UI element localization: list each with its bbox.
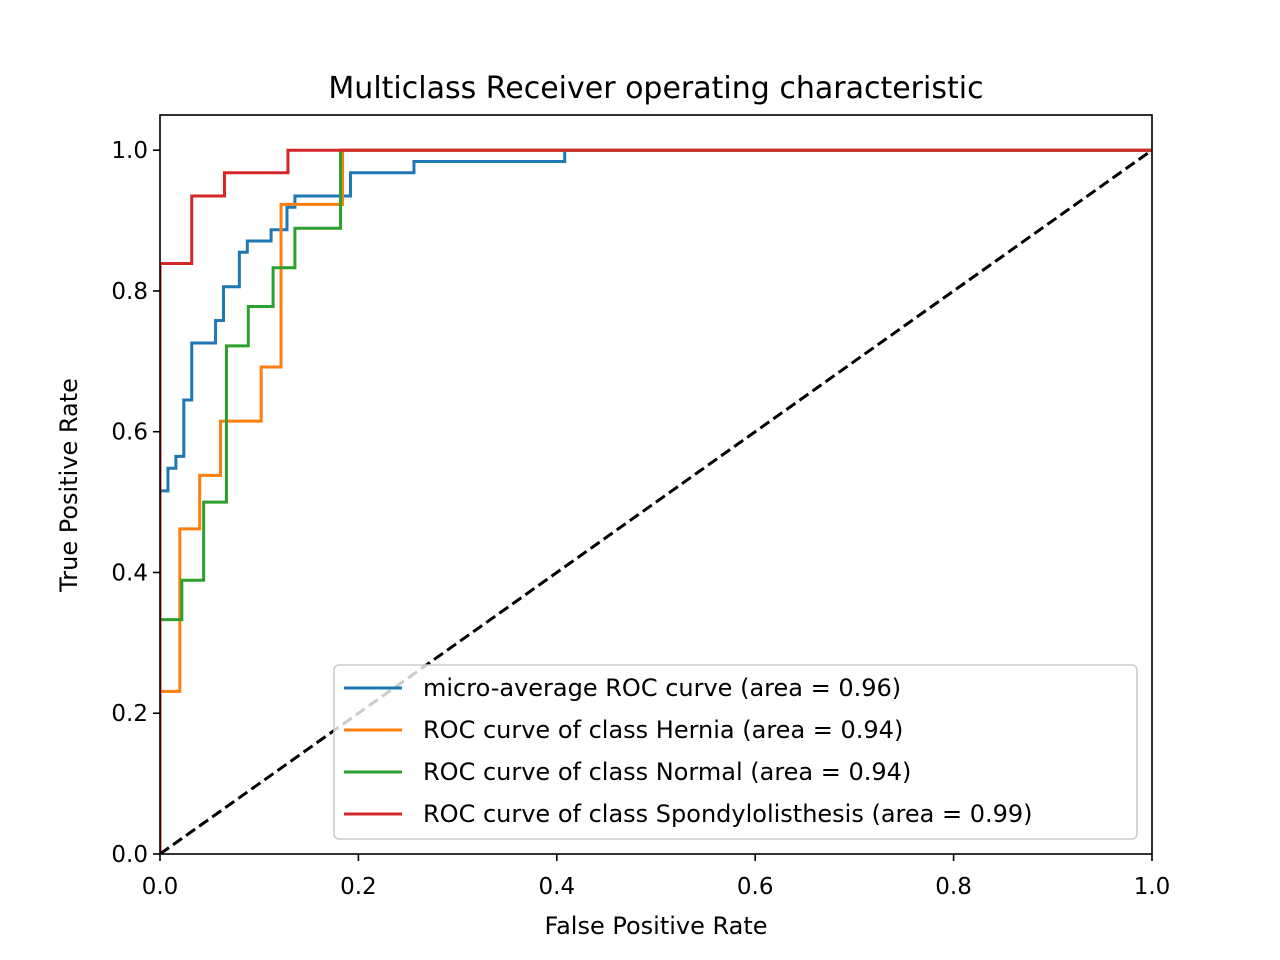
x-tick-label: 0.0: [142, 874, 179, 900]
y-axis-ticks: 0.0 0.2 0.4 0.6 0.8 1.0: [111, 138, 160, 868]
x-tick-label: 1.0: [1134, 874, 1171, 900]
y-tick-label: 0.6: [111, 420, 148, 446]
legend: micro-average ROC curve (area = 0.96) ROC…: [333, 664, 1138, 840]
legend-label: micro-average ROC curve (area = 0.96): [423, 674, 901, 702]
x-tick-label: 0.4: [539, 874, 576, 900]
x-tick-label: 0.6: [737, 874, 774, 900]
y-tick-label: 0.4: [111, 560, 148, 586]
x-tick-label: 0.8: [935, 874, 972, 900]
legend-label: ROC curve of class Hernia (area = 0.94): [423, 716, 903, 744]
chart-title: Multiclass Receiver operating characteri…: [328, 71, 983, 106]
roc-curve-series-4: [160, 148, 1152, 854]
legend-label: ROC curve of class Normal (area = 0.94): [423, 758, 911, 786]
roc-curve-series-1: [160, 148, 1152, 854]
y-axis-label: True Positive Rate: [55, 378, 83, 593]
roc-curve-series-2: [160, 148, 1152, 854]
plot-curves: [160, 148, 1152, 854]
plot-area-frame: [159, 114, 1153, 855]
x-axis-ticks: 0.0 0.2 0.4 0.6 0.8 1.0: [142, 854, 1171, 900]
x-axis-label: False Positive Rate: [544, 912, 767, 940]
y-tick-label: 0.2: [111, 701, 148, 727]
chance-diagonal-line: [160, 148, 1152, 854]
legend-label: ROC curve of class Spondylolisthesis (ar…: [423, 800, 1033, 828]
x-tick-label: 0.2: [340, 874, 377, 900]
roc-curve-series-3: [160, 148, 1152, 854]
y-tick-label: 1.0: [111, 138, 148, 164]
legend-box: [333, 664, 1138, 840]
y-tick-label: 0.0: [111, 842, 148, 868]
y-tick-label: 0.8: [111, 279, 148, 305]
